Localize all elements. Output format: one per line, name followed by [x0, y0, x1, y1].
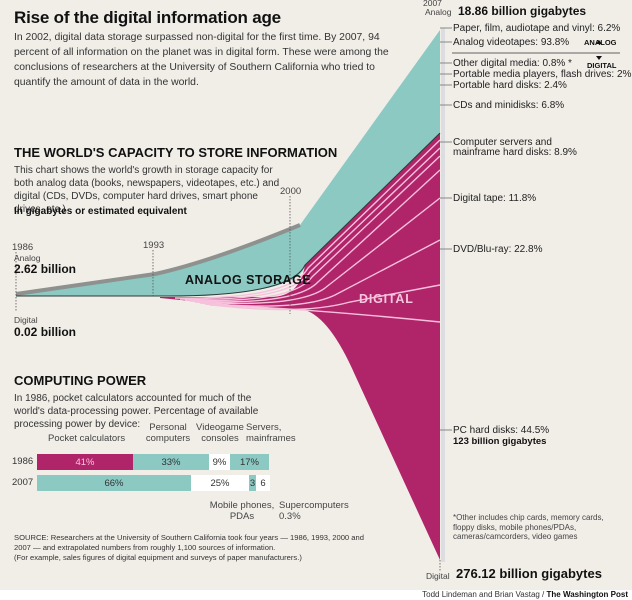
legend-portable-disks: Portable hard disks: 2.4% — [453, 80, 567, 91]
legend-paper: Paper, film, audiotape and vinyl: 6.2% — [453, 23, 621, 34]
analog-2007-small: Analog — [425, 7, 452, 17]
computing-heading: COMPUTING POWER — [14, 373, 147, 388]
legend-other-digital: Other digital media: 0.8% * — [453, 58, 572, 69]
legend-dvd: DVD/Blu-ray: 22.8% — [453, 244, 543, 255]
seg-mobile-2007: 3 — [249, 475, 256, 491]
legend-cds: CDs and minidisks: 6.8% — [453, 100, 565, 111]
storage-description: This chart shows the world's growth in s… — [14, 165, 280, 215]
legend-servers-1: Computer servers and — [453, 137, 552, 148]
bar-2007: 66% 25% 3 6 — [37, 475, 270, 491]
intro-text: In 2002, digital data storage surpassed … — [14, 32, 389, 88]
col-game: Videogame consoles — [196, 422, 244, 444]
seg-game-2007: 25% — [191, 475, 249, 491]
footnote: *Other includes chip cards, memory cards… — [453, 513, 604, 541]
seg-pocket-1986: 41% — [37, 454, 133, 470]
col-pocket: Pocket calculators — [48, 433, 126, 444]
legend-analog-video: Analog videotapes: 93.8% — [453, 37, 570, 48]
credit-line: Todd Lindeman and Brian Vastag / The Was… — [422, 590, 628, 599]
legend-servers-2: mainframe hard disks: 8.9% — [453, 147, 577, 158]
row-1986-label: 1986 — [12, 456, 34, 467]
seg-game-1986: 9% — [209, 454, 230, 470]
seg-pc-1986: 33% — [133, 454, 209, 470]
source-note: SOURCE: Researchers at the University of… — [14, 533, 364, 562]
digital-divider-lines — [174, 139, 441, 323]
year-1993-label: 1993 — [143, 240, 165, 251]
page-title: Rise of the digital information age — [14, 8, 281, 27]
legend-pc-disks: PC hard disks: 44.5% — [453, 425, 550, 436]
computing-description: In 1986, pocket calculators accounted fo… — [14, 393, 259, 430]
storage-heading: THE WORLD'S CAPACITY TO STORE INFORMATIO… — [14, 145, 338, 160]
unit-note: In gigabytes or estimated equivalent — [14, 206, 187, 217]
digital-marker: DIGITAL — [587, 61, 617, 70]
analog-top-line — [15, 223, 301, 296]
seg-super-2007: 6 — [256, 475, 270, 491]
digital-1986-value: 0.02 billion — [14, 325, 77, 339]
legend-digital-tape: Digital tape: 11.8% — [453, 193, 537, 204]
year-2007-label: 2007 — [423, 0, 442, 8]
seg-pc-2007: 66% — [37, 475, 191, 491]
digital-area — [160, 133, 440, 560]
mobile-label: Mobile phones, PDAs — [209, 500, 275, 522]
digital-area-label: DIGITAL — [359, 292, 414, 306]
year-1986-label: 1986 — [12, 242, 34, 253]
analog-area — [16, 30, 440, 296]
digital-2007-small: Digital — [426, 571, 450, 581]
analog-marker: ANALOG — [584, 38, 617, 47]
col-server: Servers, mainframes — [246, 422, 296, 444]
analog-2007-value: 18.86 billion gigabytes — [458, 4, 587, 18]
col-pc: Personal computers — [145, 422, 191, 444]
analog-1986-value: 2.62 billion — [14, 262, 77, 276]
legend-portable-players: Portable media players, flash drives: 2% — [453, 69, 632, 80]
digital-1986-label: Digital — [14, 315, 38, 325]
supercomputer-label: Supercomputers 0.3% — [279, 500, 349, 522]
digital-2007-value: 276.12 billion gigabytes — [456, 566, 602, 581]
year-2000-label: 2000 — [280, 186, 302, 197]
seg-server-1986: 17% — [230, 454, 269, 470]
row-2007-label: 2007 — [12, 477, 34, 488]
analog-1986-label: Analog — [14, 253, 41, 263]
analog-storage-label: ANALOG STORAGE — [185, 273, 312, 287]
bar-1986: 41% 33% 9% 17% — [37, 454, 269, 470]
legend-pc-disks-value: 123 billion gigabytes — [453, 436, 547, 447]
